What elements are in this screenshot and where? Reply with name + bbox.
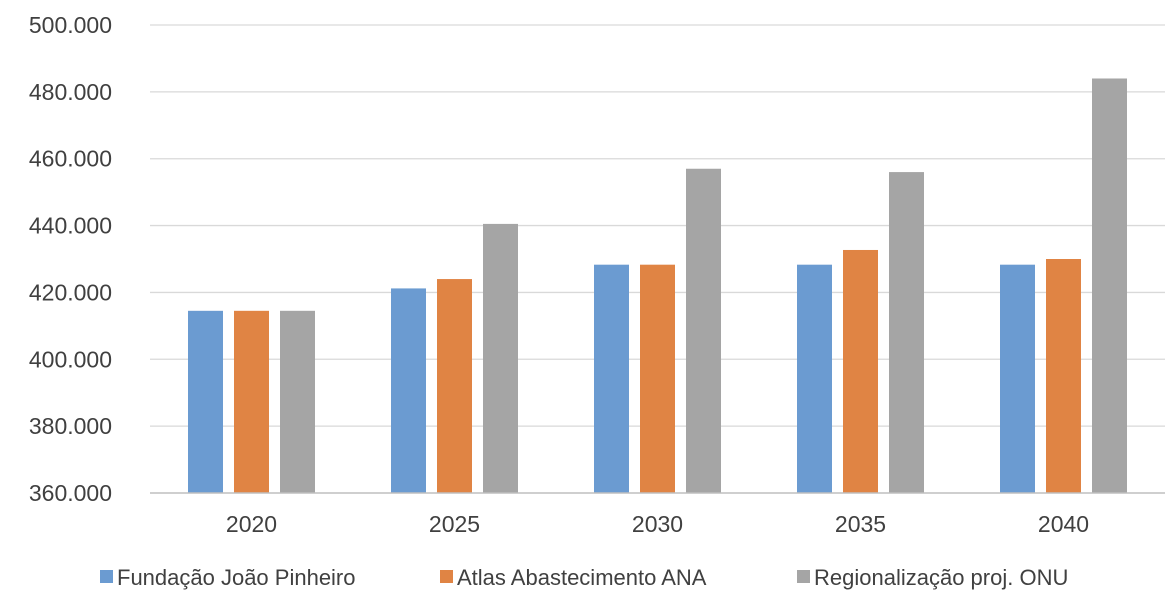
y-tick-label: 360.000 bbox=[29, 480, 112, 506]
x-tick-label: 2025 bbox=[429, 511, 480, 537]
legend-swatch bbox=[797, 570, 810, 583]
x-tick-label: 2030 bbox=[632, 511, 683, 537]
x-tick-label: 2020 bbox=[226, 511, 277, 537]
bar-2035-series-1 bbox=[797, 264, 832, 493]
bar-2035-series-3 bbox=[889, 172, 924, 494]
legend-label: Atlas Abastecimento ANA bbox=[457, 565, 707, 590]
y-tick-label: 500.000 bbox=[29, 12, 112, 38]
bar-2030-series-3 bbox=[686, 168, 721, 493]
y-tick-label: 440.000 bbox=[29, 213, 112, 239]
bar-2020-series-3 bbox=[280, 310, 315, 493]
y-tick-label: 400.000 bbox=[29, 346, 112, 372]
legend-swatch bbox=[100, 570, 113, 583]
bar-2035-series-2 bbox=[843, 249, 878, 493]
y-tick-label: 380.000 bbox=[29, 413, 112, 439]
bar-2040-series-1 bbox=[1000, 264, 1035, 493]
x-tick-label: 2040 bbox=[1038, 511, 1089, 537]
bar-2025-series-2 bbox=[437, 279, 472, 493]
x-tick-label: 2035 bbox=[835, 511, 886, 537]
bar-2030-series-1 bbox=[594, 264, 629, 493]
bar-2020-series-2 bbox=[234, 310, 269, 493]
legend: Fundação João Pinheiro Atlas Abasteciment… bbox=[100, 565, 1068, 590]
bar-2040-series-3 bbox=[1092, 78, 1127, 493]
y-axis-tick-labels: 360.000 380.000 400.000 420.000 440.000 460.0… bbox=[29, 12, 112, 506]
bar-2025-series-1 bbox=[391, 288, 426, 493]
x-axis-tick-labels: 2020 2025 2030 2035 2040 bbox=[226, 511, 1089, 537]
bars bbox=[188, 78, 1127, 494]
bar-2040-series-2 bbox=[1046, 259, 1081, 493]
legend-swatch bbox=[440, 570, 453, 583]
bar-2020-series-1 bbox=[188, 310, 223, 493]
bar-2030-series-2 bbox=[640, 264, 675, 493]
y-tick-label: 420.000 bbox=[29, 279, 112, 305]
legend-label: Regionalização proj. ONU bbox=[814, 565, 1068, 590]
bar-2025-series-3 bbox=[483, 223, 518, 493]
y-tick-label: 480.000 bbox=[29, 79, 112, 105]
y-tick-label: 460.000 bbox=[29, 146, 112, 172]
legend-label: Fundação João Pinheiro bbox=[117, 565, 356, 590]
